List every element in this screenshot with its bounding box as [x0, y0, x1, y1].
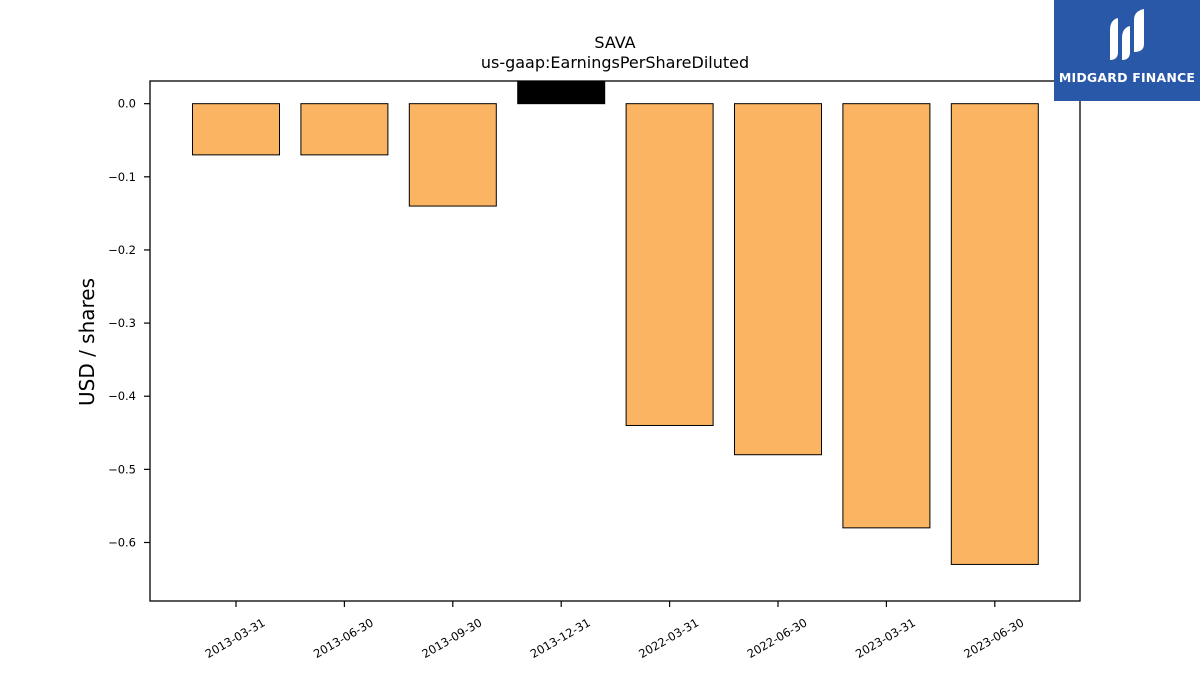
y-tick-label: −0.5	[108, 462, 136, 476]
bar-2022-06-30	[734, 103, 822, 456]
x-axis: 2013-03-31 2013-06-30 2013-09-30 2013-12-31…	[203, 601, 1026, 661]
bar-2023-06-30	[950, 103, 1039, 565]
y-axis-label: USD / shares	[75, 278, 99, 406]
plot-frame	[149, 80, 1081, 602]
bar-2023-03-31	[842, 103, 931, 529]
bar-2022-03-31	[625, 103, 714, 426]
chart-subtitle: us-gaap:EarningsPerShareDiluted	[481, 53, 749, 72]
bar-2013-09-30	[408, 103, 497, 207]
x-tick-label: 2013-09-30	[419, 615, 484, 661]
x-tick-label: 2023-03-31	[853, 615, 918, 661]
bar-2013-03-31	[192, 103, 280, 156]
x-tick-label: 2022-06-30	[745, 615, 810, 661]
y-tick-label: −0.4	[108, 389, 136, 403]
y-tick-label: 0.0	[118, 97, 136, 111]
y-tick-label: −0.2	[108, 243, 136, 257]
y-axis: 0.0 −0.1 −0.2 −0.3 −0.4 −0.5 −0.6	[108, 97, 150, 549]
midgard-logo-icon	[1110, 9, 1144, 60]
bars-group	[192, 81, 1039, 565]
x-tick-label: 2013-06-30	[311, 615, 376, 661]
x-tick-label: 2023-06-30	[961, 615, 1026, 661]
bar-2013-12-31	[517, 81, 606, 105]
x-tick-label: 2022-03-31	[636, 615, 701, 661]
chart-title: SAVA	[594, 33, 635, 52]
y-tick-label: −0.3	[108, 316, 136, 330]
logo: MIDGARD FINANCE	[1054, 0, 1200, 101]
x-tick-label: 2013-12-31	[528, 615, 593, 661]
y-tick-label: −0.6	[108, 535, 136, 549]
x-tick-label: 2013-03-31	[203, 615, 268, 661]
logo-text: MIDGARD FINANCE	[1058, 70, 1196, 85]
y-tick-label: −0.1	[108, 170, 136, 184]
bar-2013-06-30	[300, 103, 389, 156]
